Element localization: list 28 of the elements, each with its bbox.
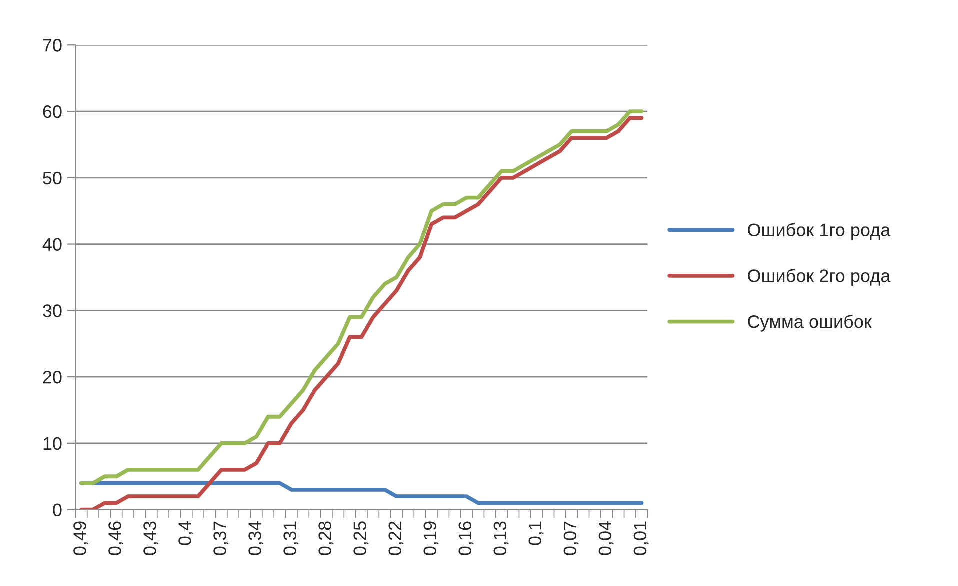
y-tick-label: 60 [43, 105, 62, 118]
x-tick-label: 0,16 [458, 522, 474, 556]
y-tick-label: 70 [43, 39, 62, 52]
y-tick-label: 40 [42, 238, 62, 251]
legend-label: Ошибок 1го рода [748, 223, 891, 240]
x-tick-label: 0,43 [144, 522, 159, 556]
y-tick-label: 10 [44, 437, 62, 450]
x-tick-label: 0,1 [528, 522, 544, 546]
x-tick-label: 0,13 [494, 522, 509, 556]
x-tick-label: 0,49 [74, 522, 88, 556]
x-tick-label: 0,31 [284, 522, 299, 556]
x-tick-label: 0,25 [354, 522, 369, 556]
legend-label: Сумма ошибок [748, 314, 872, 332]
x-tick-label: 0,46 [108, 522, 124, 556]
x-tick-label: 0,4 [178, 521, 194, 546]
x-tick-label: 0,34 [248, 521, 264, 556]
y-tick-label: 30 [43, 304, 62, 318]
x-tick-label: 0,28 [318, 522, 334, 556]
x-tick-label: 0,19 [424, 522, 439, 556]
y-tick-label: 0 [53, 504, 62, 517]
y-tick-label: 50 [43, 172, 62, 185]
x-tick-label: 0,37 [214, 522, 229, 556]
x-tick-label: 0,01 [634, 522, 649, 556]
x-tick-label: 0,04 [598, 521, 614, 556]
y-tick-label: 20 [43, 370, 62, 384]
x-tick-label: 0,22 [388, 522, 404, 556]
legend-label: Ошибок 2го рода [748, 268, 891, 286]
x-tick-label: 0,07 [564, 522, 579, 556]
